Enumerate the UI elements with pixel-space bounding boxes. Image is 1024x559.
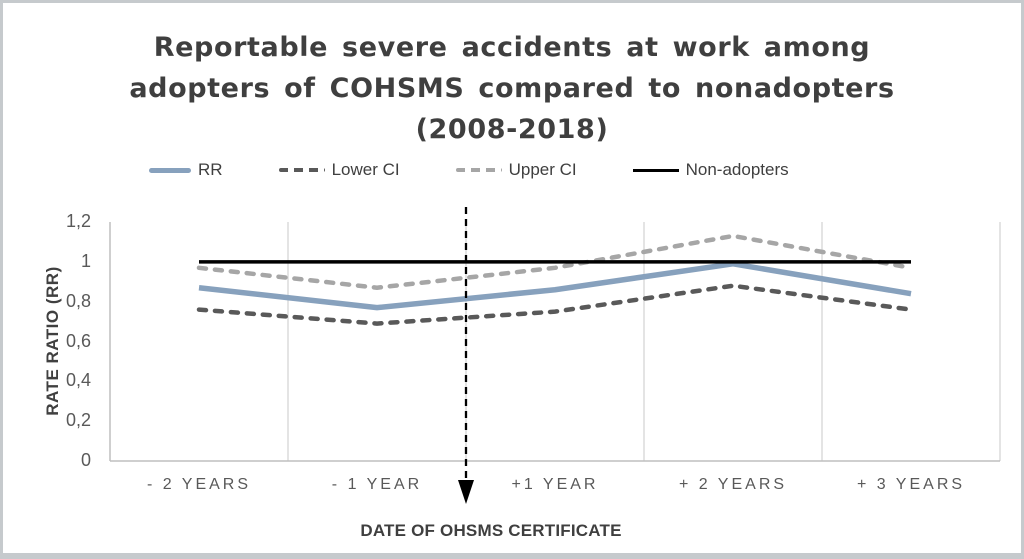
- x-category-label: + 3 YEARS: [856, 476, 966, 493]
- lower-ci-dashed-swatch-icon: [278, 168, 325, 172]
- y-tick-label: 0: [80, 450, 91, 470]
- y-tick-label: 0,6: [65, 330, 91, 351]
- certificate-date-arrowhead-icon: [458, 480, 474, 504]
- plot-area: [109, 207, 1001, 504]
- upper-ci-dashed-swatch-icon: [455, 168, 502, 172]
- rr-line-swatch-icon: [149, 167, 191, 173]
- series-line-rr: [198, 261, 912, 311]
- y-tick-label: 0,8: [65, 290, 91, 311]
- y-tick-label: 0,2: [65, 410, 91, 431]
- chart-title-line-2: adopters of COHSMS compared to nonadopte…: [129, 73, 895, 104]
- y-tick-label: 1: [80, 250, 91, 271]
- chart-legend: RR Lower CI Upper CI Non-adopters: [149, 160, 789, 180]
- legend-label-upper-ci: Upper CI: [508, 160, 577, 179]
- non-adopters-line-swatch-icon: [632, 168, 679, 172]
- x-category-label: + 2 YEARS: [678, 476, 788, 493]
- x-category-label: - 1 YEAR: [331, 476, 423, 493]
- legend-item-non-adopters: Non-adopters: [632, 160, 789, 180]
- x-category-label: - 2 YEARS: [146, 476, 252, 493]
- legend-item-rr: RR: [149, 160, 223, 180]
- chart-title-line-3: (2008-2018): [415, 114, 609, 145]
- x-axis-title: DATE OF OHSMS CERTIFICATE: [360, 521, 622, 540]
- series-line-upper-ci: [196, 233, 914, 290]
- y-tick-label: 1,2: [65, 211, 91, 231]
- series-line-lower-ci: [196, 283, 914, 326]
- legend-label-non-adopters: Non-adopters: [685, 160, 789, 179]
- legend-item-lower-ci: Lower CI: [278, 160, 400, 180]
- chart-title: Reportable severe accidents at work amon…: [3, 27, 1021, 150]
- legend-item-upper-ci: Upper CI: [455, 160, 577, 180]
- x-category-label: +1 YEAR: [511, 476, 599, 493]
- legend-label-lower-ci: Lower CI: [331, 160, 400, 179]
- legend-label-rr: RR: [198, 160, 223, 179]
- chart-title-line-1: Reportable severe accidents at work amon…: [153, 32, 871, 63]
- y-tick-label: 0,4: [65, 370, 91, 391]
